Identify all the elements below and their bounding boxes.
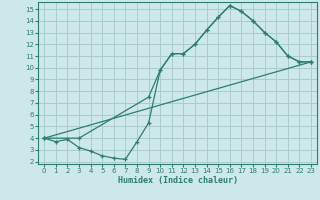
X-axis label: Humidex (Indice chaleur): Humidex (Indice chaleur) (118, 176, 238, 185)
